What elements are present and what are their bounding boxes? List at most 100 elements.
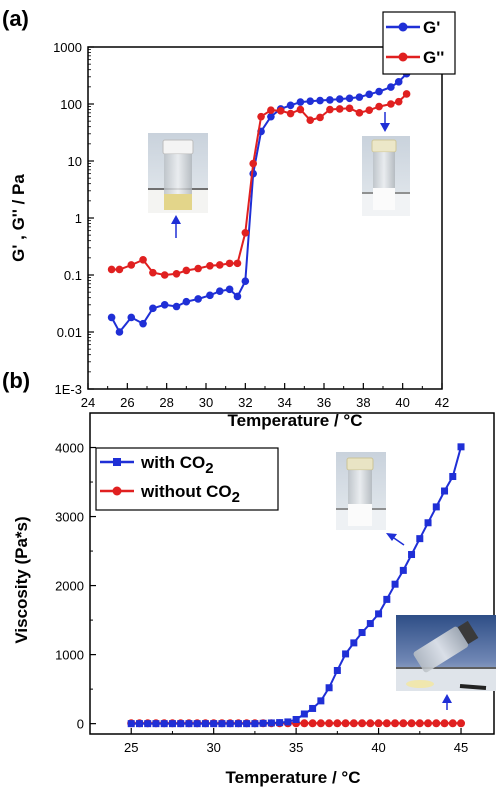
panel-a-series-0-point <box>194 295 202 303</box>
panel-b-series-0-point <box>160 720 168 728</box>
panel-a-series-0-point <box>335 95 344 103</box>
panel-b-series-1-point <box>374 719 383 728</box>
panel-a-x-tick-label: 26 <box>120 395 134 410</box>
panel-a-series <box>107 69 411 336</box>
panel-a-series-1-point <box>241 228 250 237</box>
panel-a-series-0-point <box>127 313 136 322</box>
panel-b-legend-box <box>95 447 279 511</box>
panel-a-series-1-point <box>326 105 334 114</box>
panel-a-y-tick-label: 100 <box>60 97 82 112</box>
panel-b-series-0-point <box>325 684 333 692</box>
panel-a-series-1-point <box>286 109 295 118</box>
legend-marker-g-double-prime <box>398 52 408 62</box>
vial-cap <box>162 139 194 155</box>
panel-a-series-1-point <box>182 266 191 275</box>
legend-label-with-co2-sub: 2 <box>205 460 213 477</box>
panel-b-series-0-point <box>432 503 440 511</box>
arrow-head-sol-b <box>442 694 452 703</box>
panel-a-series-0-point <box>139 319 147 328</box>
panel-a-y-tick-label: 10 <box>68 154 82 169</box>
arrow-head-gel-b <box>386 533 397 541</box>
vial-liquid-yellow <box>164 194 192 210</box>
panel-b-series-0-point <box>135 720 143 728</box>
panel-a-series-0-point <box>215 287 224 295</box>
panel-b-series-1-point <box>333 719 342 728</box>
panel-a-series-1-point <box>355 109 364 117</box>
vial-cap-dark <box>457 620 479 645</box>
panel-b-series-0-point <box>391 580 399 588</box>
legend-label-without-co2-sub: 2 <box>232 489 240 506</box>
panel-a-series-1-point <box>375 102 383 111</box>
panel-a-y-axis-label: G' , G'' / Pa <box>9 174 28 262</box>
panel-a-y-tick-label: 0.01 <box>57 325 82 340</box>
panel-a-series-0-point <box>355 93 364 101</box>
panel-a-series-0-point <box>267 112 275 121</box>
vial-gel-white-b <box>348 504 372 526</box>
panel-a-series-0-point <box>149 304 157 313</box>
panel-b-x-tick-label: 35 <box>289 740 303 755</box>
vial-gel-white <box>373 188 395 210</box>
panel-a-series-1-point <box>215 261 224 269</box>
panel-b-series-1-point <box>391 719 400 728</box>
panel-a-series-1-point <box>296 105 305 114</box>
panel-a-series-1-point <box>194 264 202 273</box>
panel-b-series-1-point <box>358 719 367 728</box>
panel-b-y-tick-label: 3000 <box>55 510 84 525</box>
panel-b-series-0-point <box>408 551 416 559</box>
panel-b-series-0-point <box>152 720 160 728</box>
panel-b-series-0-point <box>300 710 308 718</box>
legend-label-without-co2-base: without CO <box>140 482 232 501</box>
panel-b-x-axis-label: Temperature / °C <box>226 768 361 787</box>
panel-a-series-0-point <box>394 78 403 86</box>
panel-b-series-1-point <box>325 719 334 728</box>
panel-b-series-0-point <box>177 720 185 728</box>
panel-b-series-0-point <box>416 535 424 543</box>
panel-a-series-1-point <box>149 268 157 277</box>
panel-b: (b) 25 30 35 40 45 0 1000 2000 3000 4000 Temperat… <box>2 368 496 787</box>
panel-b-series-0-point <box>259 719 267 727</box>
panel-b-x-tick-label: 25 <box>124 740 138 755</box>
panel-b-series-1-point <box>424 719 433 728</box>
panel-b-frame <box>89 412 495 735</box>
panel-a-y-tick-label: 1E-3 <box>55 382 82 397</box>
panel-b-series-0-point <box>251 720 259 728</box>
panel-b-series-1-point <box>415 719 424 728</box>
panel-b-series-0-point <box>449 473 457 481</box>
panel-b-series-0-point <box>457 443 465 451</box>
panel-a-series-1-point <box>276 106 285 115</box>
vial-cap-gel <box>371 139 397 153</box>
panel-b-axes: 25 30 35 40 45 0 1000 2000 3000 4000 <box>55 412 468 755</box>
panel-b-series-0-point <box>333 666 341 674</box>
panel-a-series-1-point <box>107 265 116 274</box>
panel-a-series-1-point <box>394 97 403 106</box>
panel-a-series-0-point <box>345 94 354 103</box>
panel-a-series-0-point <box>206 291 214 300</box>
panel-a-series-0-point <box>241 277 250 285</box>
arrow-head-gel <box>380 123 390 132</box>
panel-a-series-1-point <box>345 104 354 113</box>
legend-label-g-double-prime: G'' <box>423 48 444 67</box>
panel-b-series-0-point <box>234 720 242 728</box>
panel-a-series-1-point <box>316 113 324 122</box>
panel-b-series-0-point <box>399 566 407 574</box>
legend-marker-with-co2 <box>113 458 121 466</box>
panel-a-series-0-point <box>375 87 383 96</box>
panel-b-y-axis-label: Viscosity (Pa*s) <box>12 516 31 643</box>
panel-b-series-0-point <box>424 519 432 527</box>
panel-a-x-tick-label: 28 <box>159 395 173 410</box>
panel-a-series-0-point <box>115 328 124 336</box>
panel-a-series-1-point <box>225 259 234 268</box>
panel-b-series-0-point <box>342 650 350 658</box>
panel-b-series-1-point <box>432 719 441 728</box>
panel-a-series-0-point <box>387 83 395 91</box>
panel-b-series-0-point <box>276 719 284 727</box>
panel-b-series-1-point <box>366 719 375 728</box>
panel-a-y-tick-label: 1000 <box>53 40 82 55</box>
panel-b-series-1-point <box>407 719 416 728</box>
panel-a-x-tick-label: 32 <box>238 395 252 410</box>
panel-a-legend-box <box>382 11 456 75</box>
panel-a-x-tick-label: 36 <box>317 395 331 410</box>
panel-a-axes: 24 26 28 30 32 34 36 38 40 42 1E-3 0.01 0.1 1 10 100 100… <box>53 40 449 410</box>
vial-photo-sol <box>148 133 208 213</box>
